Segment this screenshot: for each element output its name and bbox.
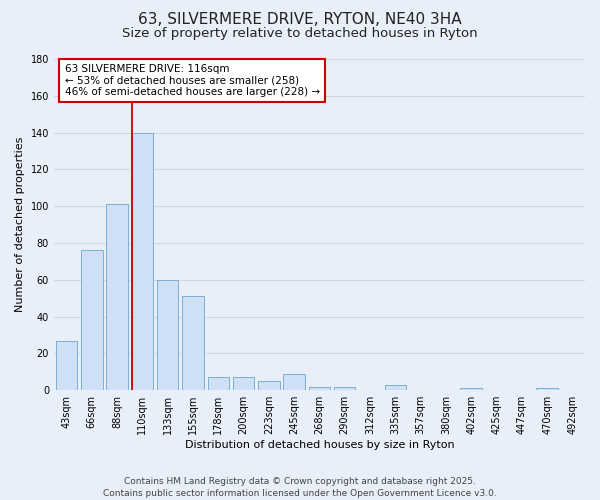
Text: Size of property relative to detached houses in Ryton: Size of property relative to detached ho… bbox=[122, 28, 478, 40]
Bar bbox=[334, 386, 355, 390]
Bar bbox=[233, 378, 254, 390]
Bar bbox=[309, 386, 330, 390]
Bar bbox=[81, 250, 103, 390]
Bar bbox=[182, 296, 204, 390]
Text: 63 SILVERMERE DRIVE: 116sqm
← 53% of detached houses are smaller (258)
46% of se: 63 SILVERMERE DRIVE: 116sqm ← 53% of det… bbox=[65, 64, 320, 97]
Text: 63, SILVERMERE DRIVE, RYTON, NE40 3HA: 63, SILVERMERE DRIVE, RYTON, NE40 3HA bbox=[138, 12, 462, 28]
Bar bbox=[460, 388, 482, 390]
Bar bbox=[385, 384, 406, 390]
Bar bbox=[258, 381, 280, 390]
Bar bbox=[157, 280, 178, 390]
Bar bbox=[283, 374, 305, 390]
Bar bbox=[106, 204, 128, 390]
Bar bbox=[56, 340, 77, 390]
Y-axis label: Number of detached properties: Number of detached properties bbox=[15, 137, 25, 312]
Bar bbox=[208, 378, 229, 390]
X-axis label: Distribution of detached houses by size in Ryton: Distribution of detached houses by size … bbox=[185, 440, 454, 450]
Text: Contains HM Land Registry data © Crown copyright and database right 2025.
Contai: Contains HM Land Registry data © Crown c… bbox=[103, 476, 497, 498]
Bar bbox=[131, 132, 153, 390]
Bar bbox=[536, 388, 558, 390]
